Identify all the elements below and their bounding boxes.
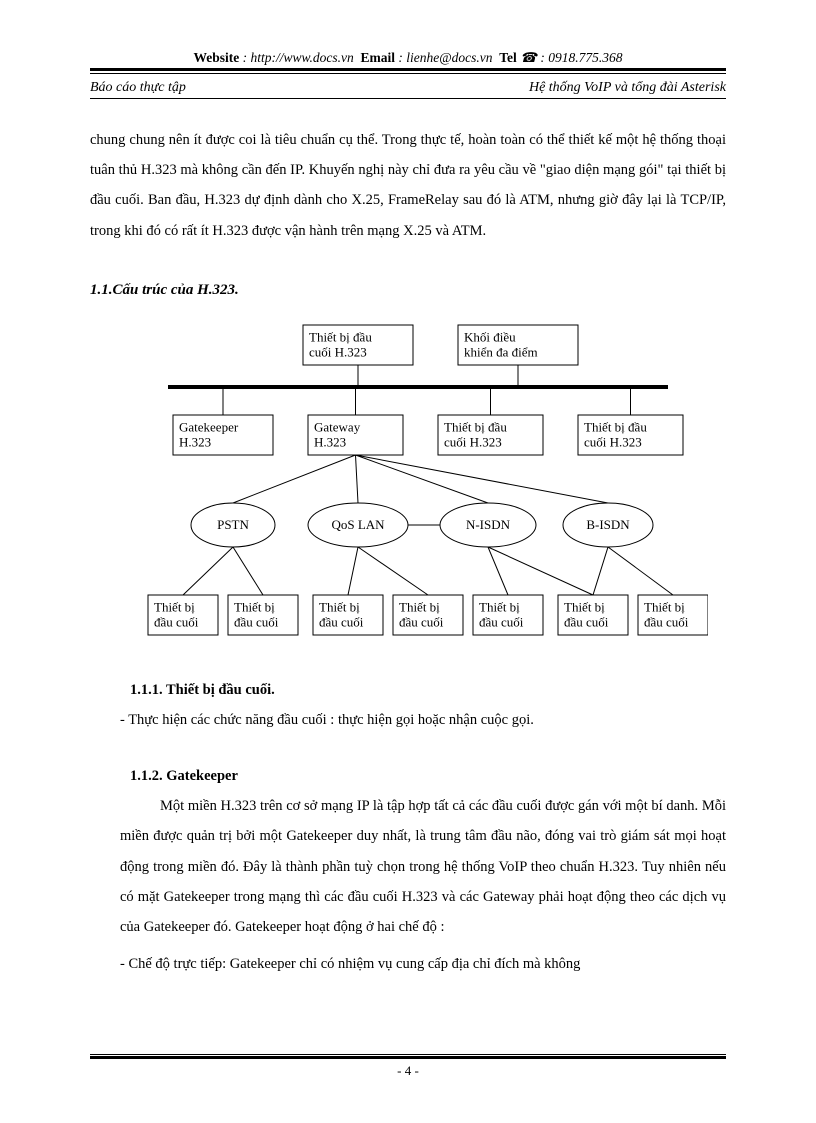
svg-text:cuối H.323: cuối H.323 (309, 345, 367, 360)
svg-text:Thiết bị: Thiết bị (564, 600, 605, 615)
svg-text:Thiết bị: Thiết bị (644, 600, 685, 615)
header-left: Báo cáo thực tập (90, 80, 186, 96)
svg-text:Gateway: Gateway (314, 420, 361, 435)
header-right: Hệ thống VoIP và tổng đài Asterisk (529, 80, 726, 96)
svg-text:cuối H.323: cuối H.323 (584, 435, 642, 450)
svg-text:đầu cuối: đầu cuối (479, 615, 524, 630)
svg-text:Thiết bị đầu: Thiết bị đầu (444, 420, 507, 435)
svg-text:cuối H.323: cuối H.323 (444, 435, 502, 450)
footer-rule-thin (90, 1054, 726, 1055)
svg-text:QoS LAN: QoS LAN (331, 517, 385, 532)
svg-text:đầu cuối: đầu cuối (564, 615, 609, 630)
header-row: Báo cáo thực tập Hệ thống VoIP và tổng đ… (90, 80, 726, 96)
svg-text:Thiết bị: Thiết bị (399, 600, 440, 615)
sub1-text: - Thực hiện các chức năng đầu cuối : thự… (120, 705, 726, 735)
svg-text:PSTN: PSTN (217, 517, 249, 532)
header-contact: Website : http://www.docs.vn Email : lie… (90, 50, 726, 66)
svg-text:Gatekeeper: Gatekeeper (179, 420, 239, 435)
svg-text:Thiết bị: Thiết bị (479, 600, 520, 615)
svg-text:đầu cuối: đầu cuối (399, 615, 444, 630)
h323-structure-diagram: Thiết bị đầucuối H.323Khối điềukhiển đa … (128, 315, 688, 650)
svg-text:khiển đa điểm: khiển đa điểm (464, 345, 538, 360)
sub2-text: Một miền H.323 trên cơ sở mạng IP là tập… (120, 791, 726, 943)
svg-text:Thiết bị: Thiết bị (234, 600, 275, 615)
svg-text:H.323: H.323 (179, 435, 211, 450)
svg-text:đầu cuối: đầu cuối (154, 615, 199, 630)
svg-text:B-ISDN: B-ISDN (586, 517, 630, 532)
footer-rule-thick (90, 1056, 726, 1059)
sub2-title: 1.1.2. Gatekeeper (130, 768, 726, 785)
svg-text:đầu cuối: đầu cuối (319, 615, 364, 630)
svg-text:Thiết bị: Thiết bị (319, 600, 360, 615)
svg-text:H.323: H.323 (314, 435, 346, 450)
page-number: - 4 - (90, 1063, 726, 1079)
paragraph-1: chung chung nên ít được coi là tiêu chuẩ… (90, 125, 726, 247)
svg-text:đầu cuối: đầu cuối (644, 615, 689, 630)
rule-thick (90, 68, 726, 71)
sub2-text2: - Chế độ trực tiếp: Gatekeeper chỉ có nh… (120, 949, 726, 979)
rule-thin-2 (90, 98, 726, 99)
svg-text:Thiết bị: Thiết bị (154, 600, 195, 615)
svg-text:Thiết bị đầu: Thiết bị đầu (309, 330, 372, 345)
svg-text:Thiết bị đầu: Thiết bị đầu (584, 420, 647, 435)
rule-thin (90, 73, 726, 74)
section-title: 1.1.Cấu trúc của H.323. (90, 282, 726, 299)
svg-text:Khối điều: Khối điều (464, 330, 516, 345)
svg-text:đầu cuối: đầu cuối (234, 615, 279, 630)
sub1-title: 1.1.1. Thiết bị đầu cuối. (130, 682, 726, 699)
svg-text:N-ISDN: N-ISDN (466, 517, 511, 532)
